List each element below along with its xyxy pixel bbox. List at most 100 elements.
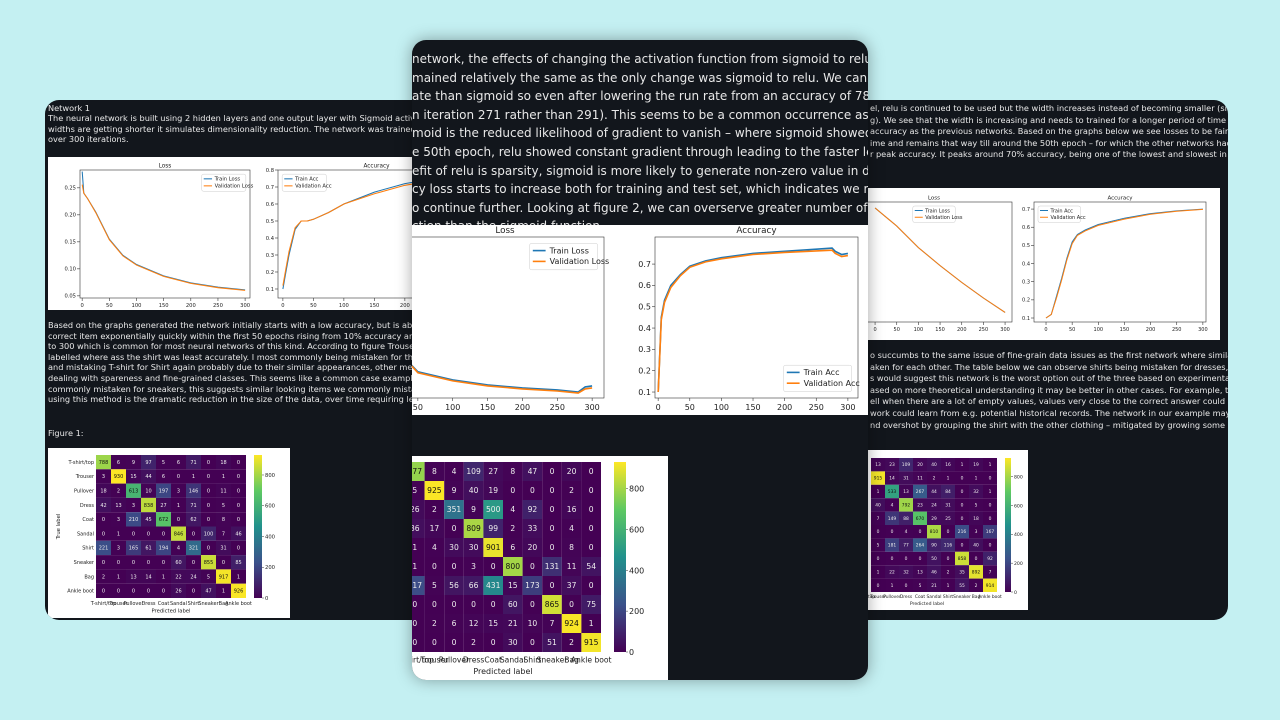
cell-value: 351 xyxy=(447,505,462,514)
x-axis-label: Predicted label xyxy=(151,609,190,615)
matrix-cell xyxy=(231,569,246,584)
x-class-label: Dress xyxy=(463,656,484,665)
cell-value: 15 xyxy=(130,474,136,480)
legend-label: Train Loss xyxy=(549,246,589,255)
y-tick-label: 0.2 xyxy=(1022,298,1030,304)
cell-value: 4 xyxy=(452,467,457,476)
cell-value: 613 xyxy=(129,489,139,495)
cell-value: 23 xyxy=(889,462,895,468)
cell-value: 809 xyxy=(466,524,481,533)
cell-value: 267 xyxy=(916,489,925,495)
matrix-cell xyxy=(503,614,523,633)
matrix-cell xyxy=(871,511,885,525)
matrix-cell xyxy=(216,469,231,484)
x-class-label: Dress xyxy=(900,594,913,600)
y-class-label: Shirt xyxy=(82,546,94,552)
x-class-label: Shirt xyxy=(943,594,954,600)
cell-value: 0 xyxy=(237,460,240,466)
matrix-cell xyxy=(216,483,231,498)
y-class-label: Dress xyxy=(80,503,94,509)
matrix-cell xyxy=(141,569,156,584)
cell-value: 0 xyxy=(207,503,210,509)
x-tick-label: 250 xyxy=(1172,327,1182,333)
x-tick-label: 150 xyxy=(1120,327,1130,333)
matrix-cell xyxy=(871,525,885,539)
matrix-cell xyxy=(522,500,543,519)
matrix-cell xyxy=(941,565,955,579)
matrix-cell xyxy=(186,512,201,527)
cell-value: 55 xyxy=(959,583,965,589)
cell-value: 1 xyxy=(989,489,992,495)
y-tick-label: 0.8 xyxy=(266,168,274,174)
matrix-cell xyxy=(424,633,445,652)
x-class-label: Pullover xyxy=(123,601,144,607)
cell-value: 0 xyxy=(550,581,555,590)
cell-value: 56 xyxy=(449,581,459,590)
matrix-cell xyxy=(503,538,523,557)
y-tick-label: 0.5 xyxy=(638,303,651,312)
cell-value: 61 xyxy=(145,546,151,552)
cell-value: 99 xyxy=(488,524,498,533)
cell-value: 0 xyxy=(452,562,457,571)
cell-value: 264 xyxy=(916,543,925,549)
matrix-cell xyxy=(171,583,186,598)
matrix-cell xyxy=(231,469,246,484)
matrix-cell xyxy=(141,483,156,498)
matrix-cell xyxy=(581,500,601,519)
matrix-cell xyxy=(424,538,445,557)
cell-value: 5 xyxy=(207,574,210,580)
cell-value: 1 xyxy=(237,574,240,580)
cell-value: 2 xyxy=(471,638,476,647)
x-tick-label: 50 xyxy=(310,303,317,309)
plot-title: Loss xyxy=(159,163,172,169)
line-series xyxy=(412,365,593,394)
cell-value: 92 xyxy=(987,556,993,562)
matrix-cell xyxy=(111,526,126,541)
matrix-cell xyxy=(171,483,186,498)
cell-value: 30 xyxy=(469,543,479,552)
y-class-label: Sandal xyxy=(77,531,94,537)
matrix-cell xyxy=(171,526,186,541)
cell-value: 47 xyxy=(528,467,538,476)
matrix-cell xyxy=(156,483,171,498)
matrix-cell xyxy=(927,538,941,552)
matrix-cell xyxy=(96,569,111,584)
cell-value: 915 xyxy=(874,476,883,482)
matrix-cell xyxy=(522,519,543,538)
cell-value: 46 xyxy=(235,531,241,537)
cell-value: 2 xyxy=(102,574,105,580)
matrix-cell xyxy=(171,497,186,513)
matrix-cell xyxy=(111,569,126,584)
matrix-cell xyxy=(201,483,216,498)
matrix-cell xyxy=(412,500,425,519)
matrix-cell xyxy=(899,551,913,566)
y-tick-label: 0.20 xyxy=(64,213,76,219)
text-line: n iteration 271 rather than 291). This s… xyxy=(412,107,868,122)
cell-value: 24 xyxy=(931,502,937,508)
cell-value: 19 xyxy=(488,486,498,495)
matrix-cell xyxy=(899,498,913,512)
cell-value: 0 xyxy=(102,560,105,566)
x-class-label: Sneaker xyxy=(198,601,219,607)
matrix-cell xyxy=(96,455,111,470)
cell-value: 14 xyxy=(889,476,895,482)
cell-value: 2 xyxy=(933,476,936,482)
x-tick-label: 150 xyxy=(745,403,760,412)
cell-value: 40 xyxy=(973,543,979,549)
cell-value: 5 xyxy=(919,583,922,589)
x-tick-label: 0 xyxy=(656,403,661,412)
x-tick-label: 150 xyxy=(935,327,945,333)
matrix-cell xyxy=(941,511,955,525)
matrix-cell xyxy=(111,555,126,570)
matrix-cell xyxy=(561,519,582,538)
matrix-cell xyxy=(444,519,464,538)
legend-label: Train Loss xyxy=(214,177,241,183)
cell-value: 44 xyxy=(145,474,151,480)
colorbar xyxy=(614,462,626,652)
matrix-cell xyxy=(424,462,445,481)
cell-value: 925 xyxy=(427,486,442,495)
cell-value: 131 xyxy=(545,562,560,571)
cell-value: 167 xyxy=(986,529,995,535)
y-tick-label: 0.2 xyxy=(266,270,274,276)
